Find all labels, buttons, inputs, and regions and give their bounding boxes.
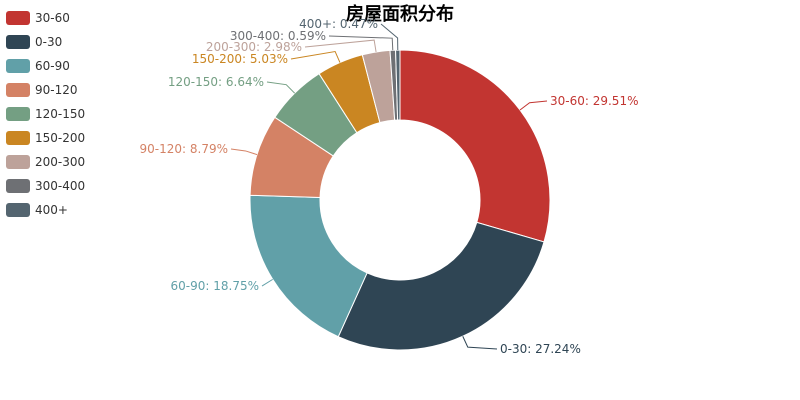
legend-label: 120-150 <box>35 107 86 121</box>
data-label: 60-90: 18.75% <box>171 279 259 293</box>
legend-label: 90-120 <box>35 83 78 97</box>
legend-item[interactable]: 60-90 <box>6 54 85 78</box>
leader-line <box>519 100 548 111</box>
leader-line <box>304 39 377 53</box>
data-label: 0-30: 27.24% <box>500 342 581 356</box>
legend-swatch <box>6 131 30 145</box>
legend: 30-60 0-30 60-90 90-120 120-150 150-200 200-30… <box>6 6 85 222</box>
donut-slice[interactable] <box>249 194 368 338</box>
legend-swatch <box>6 107 30 121</box>
leader-line <box>290 50 341 63</box>
legend-item[interactable]: 150-200 <box>6 126 85 150</box>
data-label: 90-120: 8.79% <box>140 142 228 156</box>
legend-item[interactable]: 200-300 <box>6 150 85 174</box>
legend-item[interactable]: 90-120 <box>6 78 85 102</box>
legend-label: 300-400 <box>35 179 86 193</box>
legend-item[interactable]: 30-60 <box>6 6 85 30</box>
leader-line <box>462 336 498 350</box>
legend-label: 30-60 <box>35 11 70 25</box>
legend-label: 400+ <box>35 203 68 217</box>
legend-label: 0-30 <box>35 35 63 49</box>
chart-title: 房屋面积分布 <box>346 4 454 25</box>
legend-swatch <box>6 59 30 73</box>
leader-line <box>328 35 394 51</box>
legend-item[interactable]: 120-150 <box>6 102 85 126</box>
legend-swatch <box>6 179 30 193</box>
legend-item[interactable]: 400+ <box>6 198 85 222</box>
data-label: 200-300: 2.98% <box>206 40 302 54</box>
legend-swatch <box>6 155 30 169</box>
legend-swatch <box>6 203 30 217</box>
legend-label: 150-200 <box>35 131 86 145</box>
legend-swatch <box>6 35 30 49</box>
leader-line <box>266 81 296 94</box>
leader-line <box>230 148 258 156</box>
leader-line <box>261 278 273 287</box>
data-label: 30-60: 29.51% <box>550 94 638 108</box>
donut-slice[interactable] <box>337 221 545 351</box>
legend-label: 200-300 <box>35 155 86 169</box>
legend-item[interactable]: 300-400 <box>6 174 85 198</box>
legend-swatch <box>6 83 30 97</box>
data-label: 120-150: 6.64% <box>168 75 264 89</box>
donut-slice[interactable] <box>395 49 401 121</box>
legend-label: 60-90 <box>35 59 70 73</box>
data-label: 400+: 0.47% <box>299 17 378 31</box>
data-label: 150-200: 5.03% <box>192 52 288 66</box>
data-label: 300-400: 0.59% <box>230 29 326 43</box>
legend-swatch <box>6 11 30 25</box>
leader-line <box>380 23 399 51</box>
donut-slice[interactable] <box>399 49 551 243</box>
legend-item[interactable]: 0-30 <box>6 30 85 54</box>
